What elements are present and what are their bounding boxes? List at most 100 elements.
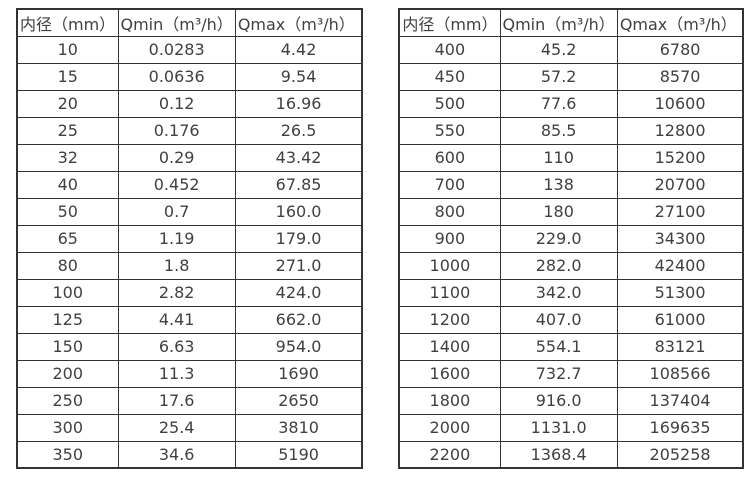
table-cell: 954.0 xyxy=(234,332,363,361)
table-cell: 100 xyxy=(16,278,119,307)
table-row: 900 229.0 34300 xyxy=(398,224,744,253)
table-cell: 80 xyxy=(16,251,119,280)
table-cell: 65 xyxy=(16,224,119,253)
table-cell: 0.0283 xyxy=(117,35,236,64)
table-row: 150 6.63 954.0 xyxy=(16,332,363,361)
table-cell: 51300 xyxy=(616,278,744,307)
table-cell: 25 xyxy=(16,116,119,145)
table-row: 32 0.29 43.42 xyxy=(16,143,363,172)
table-cell: 916.0 xyxy=(499,386,618,415)
table-cell: 34300 xyxy=(616,224,744,253)
column-header-inner-diameter: 内径（mm） xyxy=(16,8,119,37)
table-header: 内径（mm） Qmin（m³/h） Qmax（m³/h） xyxy=(16,8,363,37)
table-cell: 57.2 xyxy=(499,62,618,91)
column-header-qmin: Qmin（m³/h） xyxy=(499,8,618,37)
table-cell: 1400 xyxy=(398,332,501,361)
table-cell: 25.4 xyxy=(117,413,236,442)
table-cell: 600 xyxy=(398,143,501,172)
table-row: 550 85.5 12800 xyxy=(398,116,744,145)
table-cell: 12800 xyxy=(616,116,744,145)
table-cell: 1690 xyxy=(234,359,363,388)
table-cell: 40 xyxy=(16,170,119,199)
table-cell: 250 xyxy=(16,386,119,415)
table-row: 1000 282.0 42400 xyxy=(398,251,744,280)
table-cell: 169635 xyxy=(616,413,744,442)
table-row: 800 180 27100 xyxy=(398,197,744,226)
table-row: 100 2.82 424.0 xyxy=(16,278,363,307)
table-cell: 50 xyxy=(16,197,119,226)
table-cell: 77.6 xyxy=(499,89,618,118)
column-header-qmin: Qmin（m³/h） xyxy=(117,8,236,37)
table-cell: 5190 xyxy=(234,440,363,469)
table-row: 600 110 15200 xyxy=(398,143,744,172)
table-row: 1400 554.1 83121 xyxy=(398,332,744,361)
table-cell: 43.42 xyxy=(234,143,363,172)
table-cell: 450 xyxy=(398,62,501,91)
table-cell: 3810 xyxy=(234,413,363,442)
table-cell: 271.0 xyxy=(234,251,363,280)
table-cell: 10600 xyxy=(616,89,744,118)
table-cell: 4.41 xyxy=(117,305,236,334)
table-cell: 550 xyxy=(398,116,501,145)
header-row: 内径（mm） Qmin（m³/h） Qmax（m³/h） xyxy=(16,8,363,37)
table-cell: 0.176 xyxy=(117,116,236,145)
table-row: 300 25.4 3810 xyxy=(16,413,363,442)
table-row: 450 57.2 8570 xyxy=(398,62,744,91)
table-cell: 1100 xyxy=(398,278,501,307)
table-cell: 138 xyxy=(499,170,618,199)
table-cell: 342.0 xyxy=(499,278,618,307)
table-row: 20 0.12 16.96 xyxy=(16,89,363,118)
table-row: 250 17.6 2650 xyxy=(16,386,363,415)
table-row: 80 1.8 271.0 xyxy=(16,251,363,280)
table-cell: 27100 xyxy=(616,197,744,226)
table-cell: 85.5 xyxy=(499,116,618,145)
table-cell: 26.5 xyxy=(234,116,363,145)
column-header-qmax: Qmax（m³/h） xyxy=(616,8,744,37)
table-body: 10 0.0283 4.42 15 0.0636 9.54 20 0.12 16.96 25 0.1… xyxy=(16,35,363,469)
table-cell: 2200 xyxy=(398,440,501,469)
table-row: 700 138 20700 xyxy=(398,170,744,199)
table-cell: 180 xyxy=(499,197,618,226)
table-cell: 61000 xyxy=(616,305,744,334)
table-cell: 15200 xyxy=(616,143,744,172)
table-row: 1800 916.0 137404 xyxy=(398,386,744,415)
table-cell: 2000 xyxy=(398,413,501,442)
table-cell: 20 xyxy=(16,89,119,118)
table-cell: 229.0 xyxy=(499,224,618,253)
table-cell: 125 xyxy=(16,305,119,334)
table-row: 25 0.176 26.5 xyxy=(16,116,363,145)
table-cell: 1600 xyxy=(398,359,501,388)
table-cell: 200 xyxy=(16,359,119,388)
table-cell: 1800 xyxy=(398,386,501,415)
table-cell: 2650 xyxy=(234,386,363,415)
table-cell: 400 xyxy=(398,35,501,64)
table-cell: 800 xyxy=(398,197,501,226)
table-cell: 1131.0 xyxy=(499,413,618,442)
table-cell: 110 xyxy=(499,143,618,172)
table-cell: 160.0 xyxy=(234,197,363,226)
table-cell: 150 xyxy=(16,332,119,361)
table-row: 1600 732.7 108566 xyxy=(398,359,744,388)
flow-spec-table-large-diameters: 内径（mm） Qmin（m³/h） Qmax（m³/h） 400 45.2 6780… xyxy=(398,8,745,469)
table-row: 2200 1368.4 205258 xyxy=(398,440,744,469)
table-cell: 407.0 xyxy=(499,305,618,334)
column-header-qmax: Qmax（m³/h） xyxy=(234,8,363,37)
table-cell: 45.2 xyxy=(499,35,618,64)
table-row: 350 34.6 5190 xyxy=(16,440,363,469)
table-cell: 1.8 xyxy=(117,251,236,280)
table-cell: 0.12 xyxy=(117,89,236,118)
table-cell: 17.6 xyxy=(117,386,236,415)
table-row: 1100 342.0 51300 xyxy=(398,278,744,307)
table-cell: 137404 xyxy=(616,386,744,415)
table-cell: 500 xyxy=(398,89,501,118)
table-cell: 0.452 xyxy=(117,170,236,199)
table-cell: 179.0 xyxy=(234,224,363,253)
table-cell: 83121 xyxy=(616,332,744,361)
table-cell: 16.96 xyxy=(234,89,363,118)
table-row: 10 0.0283 4.42 xyxy=(16,35,363,64)
table-cell: 32 xyxy=(16,143,119,172)
table-cell: 1200 xyxy=(398,305,501,334)
flow-spec-table-small-diameters: 内径（mm） Qmin（m³/h） Qmax（m³/h） 10 0.0283 4.4… xyxy=(16,8,364,469)
table-row: 40 0.452 67.85 xyxy=(16,170,363,199)
table-cell: 0.7 xyxy=(117,197,236,226)
